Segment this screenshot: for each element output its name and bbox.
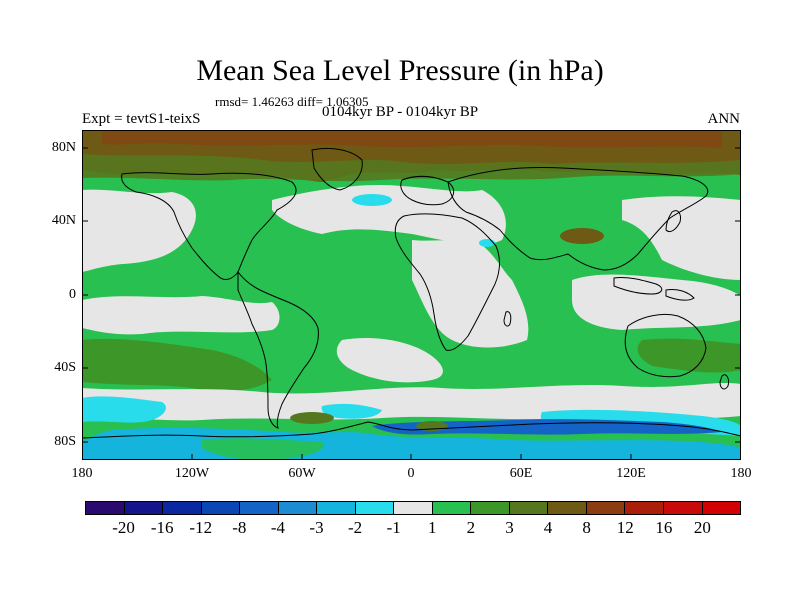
experiment-label: Expt = tevtS1-teixS xyxy=(82,111,201,127)
colorbar-label: 12 xyxy=(616,518,634,537)
field-nh-white-pacific xyxy=(622,196,741,280)
lat-label-80s: 80S xyxy=(54,434,76,449)
colorbar-box xyxy=(354,501,395,515)
lon-label-180w: 180 xyxy=(71,466,93,481)
colorbar-label: 4 xyxy=(543,518,553,537)
field-nh-white-atlantic xyxy=(272,184,506,245)
colorbar xyxy=(85,501,742,515)
colorbar-label: -2 xyxy=(348,518,363,537)
field-antarctic-green xyxy=(202,438,324,460)
colorbar-box xyxy=(393,501,433,515)
colorbar-box xyxy=(624,501,664,515)
colorbar-box xyxy=(701,501,742,515)
colorbar-box xyxy=(547,501,587,515)
pressure-difference-map xyxy=(82,130,741,460)
lon-label-60e: 60E xyxy=(509,466,533,481)
colorbar-box xyxy=(123,501,164,515)
lon-label-0: 0 xyxy=(407,466,415,481)
lon-label-120e: 120E xyxy=(616,466,646,481)
lat-label-40s: 40S xyxy=(54,360,76,375)
colorbar-label: -1 xyxy=(386,518,401,537)
colorbar-box xyxy=(508,501,549,515)
colorbar-box xyxy=(316,501,356,515)
field-tropics-white xyxy=(82,296,280,335)
colorbar-label: 1 xyxy=(428,518,437,537)
colorbar-label: -16 xyxy=(150,518,174,537)
axis-ticks xyxy=(82,147,741,460)
colorbar-box xyxy=(277,501,318,515)
colorbar-label: -4 xyxy=(270,518,286,537)
field-mediterranean-cyan xyxy=(352,194,392,206)
field-arctic-darker xyxy=(82,154,741,182)
field-sh-olive xyxy=(82,338,272,392)
colorbar-label: -3 xyxy=(309,518,324,537)
field-sh-olive-east xyxy=(637,338,741,373)
colorbar-label: 8 xyxy=(582,518,591,537)
lat-label-0: 0 xyxy=(69,287,76,302)
colorbar-label: 2 xyxy=(466,518,476,537)
lat-label-40n: 40N xyxy=(51,213,76,228)
lon-label-120w: 120W xyxy=(174,466,210,481)
lon-label-60w: 60W xyxy=(288,466,316,481)
colorbar-box xyxy=(239,501,279,515)
field-asia-brown xyxy=(560,228,604,244)
colorbar-label: 20 xyxy=(693,518,711,537)
colorbar-box xyxy=(431,501,472,515)
field-east-pacific-white xyxy=(572,274,741,330)
colorbar-box xyxy=(85,501,125,515)
field-arabia-cyan xyxy=(479,239,495,247)
colorbar-box xyxy=(470,501,510,515)
colorbar-box xyxy=(200,501,241,515)
colorbar-label: -12 xyxy=(189,518,213,537)
field-nh-white xyxy=(82,189,196,272)
colorbar-box xyxy=(162,501,202,515)
season-label: ANN xyxy=(707,111,741,127)
field-so-cyan-mid xyxy=(321,403,382,419)
lat-label-80n: 80N xyxy=(51,140,76,155)
plot-title: Mean Sea Level Pressure (in hPa) xyxy=(196,54,604,87)
field-south-america-olive xyxy=(290,412,334,424)
lon-label-180e: 180 xyxy=(730,466,752,481)
field-so-cyan-west xyxy=(82,396,166,423)
colorbar-label: 3 xyxy=(505,518,514,537)
colorbar-label: -20 xyxy=(112,518,135,537)
period-label: 0104kyr BP - 0104kyr BP xyxy=(322,104,479,120)
colorbar-box xyxy=(585,501,626,515)
colorbar-label: -8 xyxy=(232,518,247,537)
colorbar-box xyxy=(662,501,703,515)
coastlines xyxy=(82,147,741,439)
colorbar-label: 16 xyxy=(655,518,673,537)
field-south-atlantic-white xyxy=(336,338,443,383)
rmsd-diff-stats: rmsd= 1.46263 diff= 1.06305 xyxy=(215,94,369,109)
field-arctic-rust xyxy=(102,130,722,148)
